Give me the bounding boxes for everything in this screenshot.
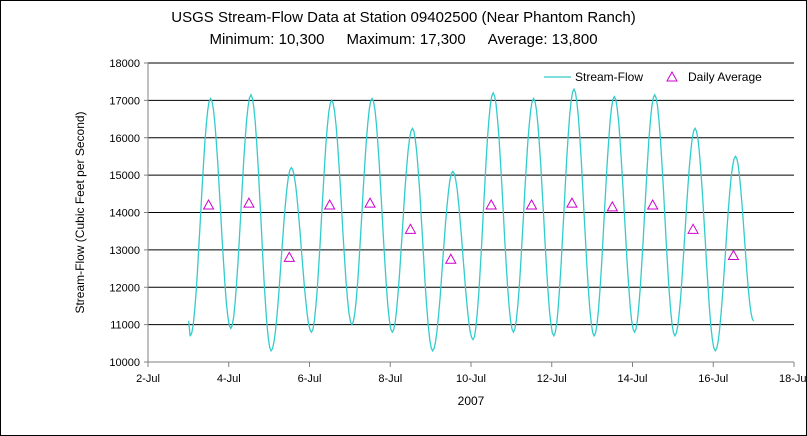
y-tick-label-6: 16000: [109, 133, 140, 145]
daily-average-point-4: [364, 197, 376, 208]
y-tick-label-1: 11000: [110, 320, 140, 332]
x-tick-label-4: 10-Jul: [456, 373, 486, 385]
x-tick-labels: 2-Jul 4-Jul 6-Jul 8-Jul 10-Jul 12-Jul 14-Jul 16…: [136, 373, 806, 385]
stat-maximum: Maximum: 17,300: [346, 31, 466, 48]
daily-average-point-6: [444, 253, 457, 264]
y-axis-title: Stream-Flow (Cubic Feet per Second): [73, 111, 87, 313]
x-tick-label-8: 18-Jul: [779, 373, 806, 385]
daily-average-point-9: [566, 197, 578, 208]
daily-average-point-12: [687, 223, 699, 234]
y-tick-label-4: 14000: [109, 208, 140, 220]
legend-daily-average-marker: [666, 70, 678, 82]
daily-average-point-3: [323, 198, 336, 210]
legend: Stream-Flow Daily Average: [544, 70, 762, 84]
y-tick-label-0: 10000: [109, 357, 140, 369]
stat-minimum: Minimum: 10,300: [209, 31, 325, 48]
daily-average-point-10: [606, 200, 619, 212]
x-tick-label-0: 2-Jul: [136, 373, 160, 385]
stream-flow-line: [187, 87, 755, 353]
x-tick-label-5: 12-Jul: [537, 373, 567, 385]
y-tick-labels: 10000 11000 12000 13000 14000 15000 16000 17000…: [109, 58, 140, 369]
chart-subtitle: Minimum: 10,300 Maximum: 17,300 Average: 1…: [1, 31, 806, 48]
daily-average-point-7: [485, 198, 498, 210]
daily-average-point-1: [243, 197, 255, 208]
x-tick-label-3: 8-Jul: [378, 373, 402, 385]
daily-average-point-8: [525, 198, 538, 210]
daily-average-point-11: [646, 198, 659, 210]
y-tick-label-7: 17000: [109, 95, 140, 107]
daily-average-point-13: [727, 249, 740, 260]
daily-average-point-5: [404, 223, 417, 234]
x-axis-title: 2007: [458, 394, 485, 408]
y-tick-label-3: 13000: [109, 245, 140, 257]
legend-daily-average-label: Daily Average: [688, 70, 762, 84]
legend-stream-flow-label: Stream-Flow: [575, 70, 643, 84]
daily-average-point-2: [283, 251, 296, 262]
axes: [147, 63, 795, 367]
y-tick-label-8: 18000: [109, 58, 140, 70]
chart-title: USGS Stream-Flow Data at Station 0940250…: [171, 9, 636, 26]
y-tick-label-2: 12000: [109, 282, 140, 294]
gridlines: [144, 62, 794, 363]
x-tick-label-2: 6-Jul: [298, 373, 322, 385]
stat-average: Average: 13,800: [487, 31, 598, 48]
series-group: [187, 87, 755, 353]
x-tick-label-7: 16-Jul: [698, 373, 728, 385]
y-tick-label-5: 15000: [109, 170, 140, 182]
x-tick-label-1: 4-Jul: [217, 373, 241, 385]
x-tick-label-6: 14-Jul: [618, 373, 648, 385]
daily-average-point-0: [202, 198, 215, 210]
